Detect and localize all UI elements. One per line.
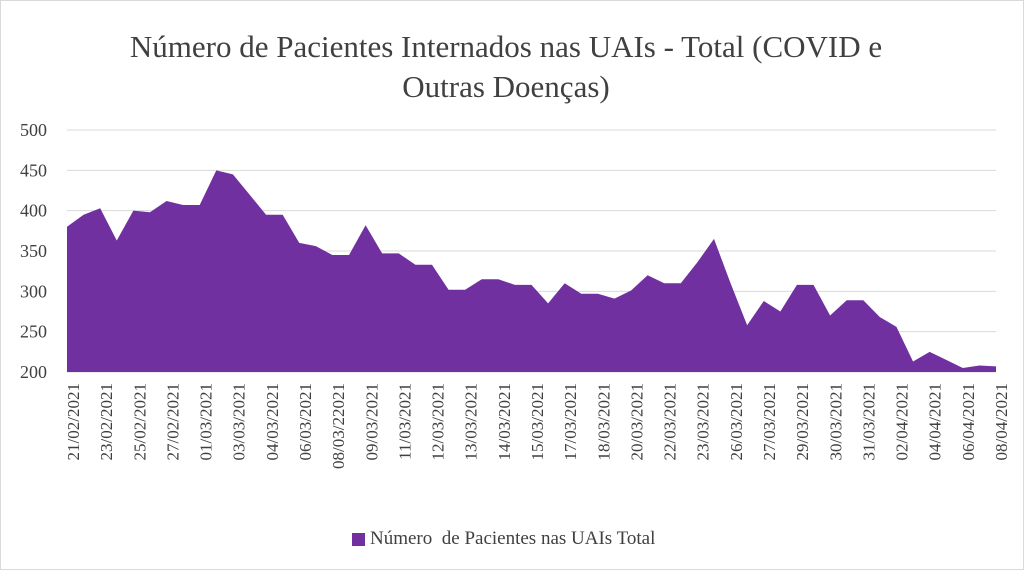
x-tick-label: 23/03/2021	[694, 383, 713, 460]
x-tick-label: 20/03/2021	[627, 383, 646, 460]
x-tick-label: 01/03/2021	[197, 383, 216, 460]
y-tick-label: 300	[20, 281, 47, 301]
x-tick-label: 30/03/2021	[826, 383, 845, 460]
chart-title: Número de Pacientes Internados nas UAIs …	[129, 29, 883, 104]
x-tick-label: 25/02/2021	[130, 383, 149, 460]
legend-swatch	[352, 532, 365, 546]
x-tick-label: 26/03/2021	[727, 383, 746, 460]
x-tick-label: 22/03/2021	[661, 383, 680, 460]
x-tick-label: 11/03/2021	[395, 383, 414, 460]
x-tick-label: 04/04/2021	[926, 383, 945, 460]
y-tick-label: 200	[20, 362, 47, 382]
x-tick-label: 13/03/2021	[462, 383, 481, 460]
y-axis: 200 250 300 350 400 450 500	[20, 120, 47, 382]
x-tick-label: 03/03/2021	[230, 383, 249, 460]
x-tick-label: 09/03/2021	[362, 383, 381, 460]
y-tick-label: 450	[20, 160, 47, 180]
x-tick-label: 04/03/2021	[263, 383, 282, 460]
x-tick-label: 17/03/2021	[561, 383, 580, 460]
x-tick-label: 08/04/2021	[992, 383, 1011, 460]
x-tick-label: 08/03/22021	[329, 383, 348, 469]
x-tick-label: 27/02/2021	[163, 383, 182, 460]
x-tick-label: 18/03/2021	[594, 383, 613, 460]
x-tick-label: 14/03/2021	[495, 383, 514, 460]
y-tick-label: 400	[20, 201, 47, 221]
x-tick-label: 06/04/2021	[959, 383, 978, 460]
y-tick-label: 350	[20, 241, 47, 261]
x-tick-label: 23/02/2021	[97, 383, 116, 460]
area-series	[67, 170, 996, 372]
area-fill	[67, 170, 996, 372]
legend: Número de Pacientes nas UAIs Total	[352, 526, 655, 552]
x-axis: 21/02/2021 23/02/2021 25/02/2021 27/02/2021…	[64, 383, 1011, 469]
x-tick-label: 15/03/2021	[528, 383, 547, 460]
y-tick-label: 500	[20, 120, 47, 140]
x-tick-label: 21/02/2021	[64, 383, 83, 460]
x-tick-label: 29/03/2021	[793, 383, 812, 460]
x-tick-label: 12/03/2021	[429, 383, 448, 460]
x-tick-label: 31/03/2021	[859, 383, 878, 460]
y-tick-label: 250	[20, 322, 47, 342]
legend-label: Número de Pacientes nas UAIs Total	[370, 528, 656, 549]
x-tick-label: 02/04/2021	[893, 383, 912, 460]
x-tick-label: 27/03/2021	[760, 383, 779, 460]
x-tick-label: 06/03/2021	[296, 383, 315, 460]
